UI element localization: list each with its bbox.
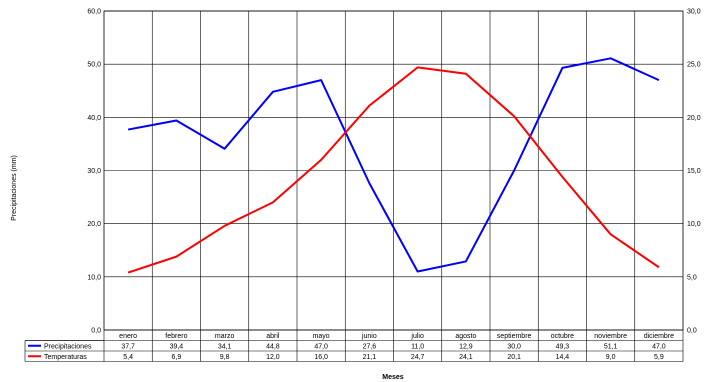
series-line-precipitaciones <box>127 57 660 273</box>
data-value-label: 6,9 <box>172 354 182 361</box>
y-right-tick-label: 25,0 <box>687 62 701 69</box>
data-value-label: 49,3 <box>556 344 570 351</box>
x-category-label: agosto <box>455 333 476 340</box>
y-left-tick-label: 40,0 <box>87 115 101 122</box>
x-category-label: octubre <box>551 333 574 340</box>
data-value-label: 9,0 <box>606 354 616 361</box>
data-value-label: 20,1 <box>507 354 521 361</box>
y-right-tick-label: 20,0 <box>687 115 701 122</box>
data-value-label: 5,9 <box>654 354 664 361</box>
data-value-label: 39,4 <box>170 344 184 351</box>
data-value-label: 34,1 <box>218 344 232 351</box>
legend-label: Temperaturas <box>44 354 87 361</box>
legend-label: Precipitaciones <box>44 344 92 351</box>
y-left-tick-label: 10,0 <box>87 274 101 281</box>
y-right-tick-label: 10,0 <box>687 221 701 228</box>
x-axis-label: Meses <box>382 374 404 381</box>
x-category-label: septiembre <box>497 333 532 340</box>
data-value-label: 9,8 <box>220 354 230 361</box>
y-right-tick-label: 0,0 <box>687 328 697 335</box>
x-category-label: diciembre <box>644 333 674 340</box>
x-category-label: marzo <box>215 333 235 340</box>
data-value-label: 24,7 <box>411 354 425 361</box>
y-right-tick-label: 5,0 <box>687 274 697 281</box>
x-category-label: noviembre <box>594 333 627 340</box>
y-left-tick-label: 30,0 <box>87 168 101 175</box>
y-axis-left-ticks: 0,0 10,0 20,0 30,0 40,0 50,0 60,0 <box>87 9 101 335</box>
data-value-label: 30,0 <box>507 344 521 351</box>
x-category-label: febrero <box>165 333 187 340</box>
series-line-temperaturas <box>127 66 660 274</box>
y-left-tick-label: 50,0 <box>87 62 101 69</box>
y-left-tick-label: 20,0 <box>87 221 101 228</box>
x-category-label: mayo <box>313 333 330 340</box>
y-left-tick-label: 0,0 <box>91 328 101 335</box>
data-value-label: 47,0 <box>314 344 328 351</box>
data-value-label: 21,1 <box>363 354 377 361</box>
series-lines <box>127 57 660 274</box>
x-category-label: enero <box>119 333 137 340</box>
data-value-label: 47,0 <box>652 344 666 351</box>
y-right-tick-label: 30,0 <box>687 9 701 16</box>
x-category-label: abril <box>266 333 280 340</box>
y-right-tick-label: 15,0 <box>687 168 701 175</box>
data-value-label: 24,1 <box>459 354 473 361</box>
data-value-label: 12,9 <box>459 344 473 351</box>
data-value-label: 27,6 <box>363 344 377 351</box>
x-category-label: junio <box>361 333 377 340</box>
data-value-label: 12,0 <box>266 354 280 361</box>
data-value-label: 51,1 <box>604 344 618 351</box>
data-value-label: 16,0 <box>314 354 328 361</box>
data-value-label: 37,7 <box>121 344 135 351</box>
data-value-label: 5,4 <box>123 354 133 361</box>
data-value-label: 11,0 <box>411 344 424 351</box>
grid-lines <box>104 10 683 331</box>
data-value-label: 44,8 <box>266 344 280 351</box>
y-axis-label: Precipitaciones (mm) <box>11 155 18 221</box>
y-left-tick-label: 60,0 <box>87 9 101 16</box>
data-value-label: 14,4 <box>556 354 570 361</box>
y-axis-right-ticks: 0,0 5,0 10,0 15,0 20,0 25,0 30,0 <box>687 9 701 335</box>
data-table: enero febrero marzo abril mayo junio julio agos… <box>24 330 684 362</box>
x-category-label: julio <box>410 333 424 340</box>
